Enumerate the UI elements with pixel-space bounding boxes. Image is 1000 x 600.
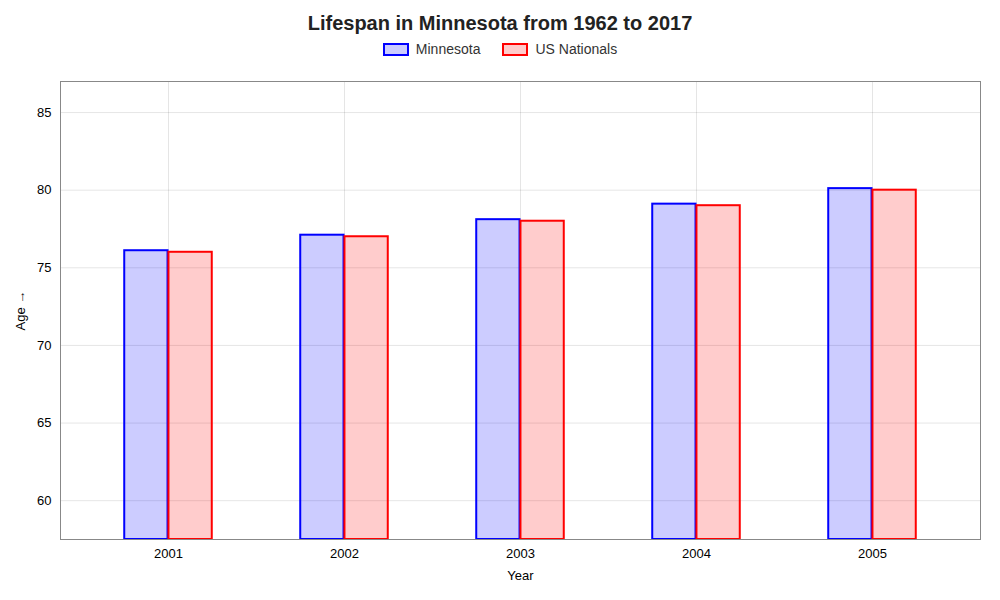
svg-text:Year: Year	[507, 568, 534, 583]
svg-text:80: 80	[37, 182, 51, 197]
svg-text:2003: 2003	[506, 546, 535, 561]
svg-text:2004: 2004	[682, 546, 711, 561]
svg-text:75: 75	[37, 260, 51, 275]
svg-text:2002: 2002	[330, 546, 359, 561]
svg-text:60: 60	[37, 493, 51, 508]
html-text:US Nationals: US Nationals	[535, 41, 618, 57]
html-text:Minnesota: Minnesota	[415, 41, 481, 57]
html-text:Lifespan in Minnesota from 196: Lifespan in Minnesota from 1962 to 2017	[307, 12, 693, 34]
svg-text:Age →: Age →	[13, 291, 28, 331]
svg-text:2005: 2005	[858, 546, 887, 561]
svg-text:70: 70	[37, 338, 51, 353]
svg-text:2001: 2001	[154, 546, 183, 561]
svg-text:85: 85	[37, 105, 51, 120]
svg-text:65: 65	[37, 415, 51, 430]
